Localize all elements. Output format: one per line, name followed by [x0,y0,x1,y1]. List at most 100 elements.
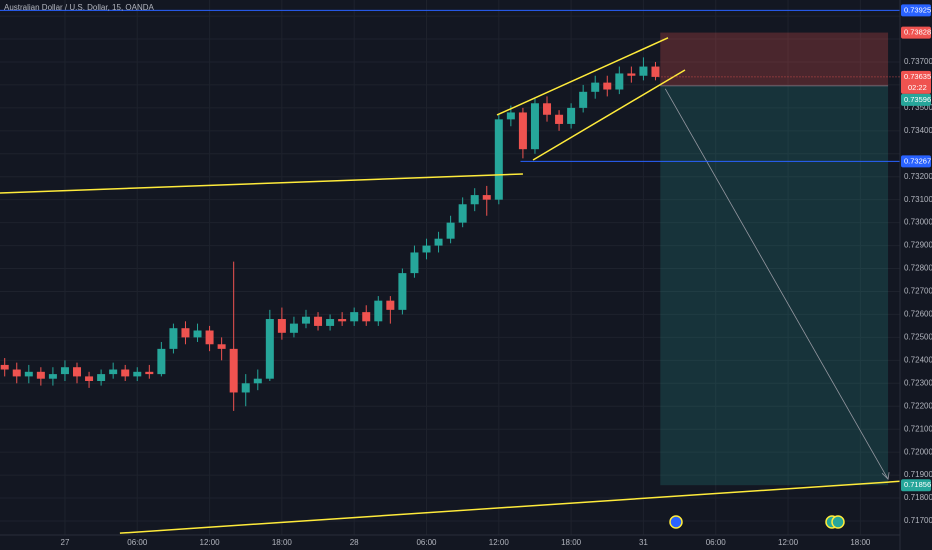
candle-body [109,369,118,375]
y-tick-label: 0.73700 [904,57,932,66]
x-tick-label: 12:00 [489,538,510,547]
candle-body [567,107,576,124]
candle-body [530,103,539,150]
candle-body [555,114,564,124]
candle-body [241,383,250,393]
candle-body [494,119,503,200]
candle-body [133,371,142,377]
candle-body [615,73,624,90]
target-badge: 0.71856 [904,480,931,489]
candle-body [386,300,395,310]
stop-badge-bg [901,26,931,39]
y-tick-label: 0.71700 [904,516,932,525]
line-price-badge-bg [901,155,931,168]
y-tick-label: 0.73200 [904,172,932,181]
candle-body [229,348,238,393]
candle-body [338,319,347,322]
entry-badge-bg [901,93,931,106]
candle-body [603,82,612,90]
candle-body [277,319,286,333]
x-tick-label: 12:00 [200,538,221,547]
chart-title: Australian Dollar / U.S. Dollar, 15, OAN… [4,3,154,12]
y-tick-label: 0.72100 [904,424,932,433]
plot-area [0,9,901,534]
candle-body [24,371,33,377]
trend-line [496,37,669,116]
x-tick-label: 06:00 [127,538,148,547]
candle-body [446,222,455,239]
candle-body [157,348,166,375]
x-tick-label: 27 [61,538,70,547]
candle-body [314,316,323,326]
grid [0,0,900,535]
candle-body [470,195,479,205]
candle-body [326,319,335,326]
entry-badge: 0.73596 [904,95,931,104]
candle-body [350,312,359,322]
candle-body [145,371,154,375]
trend-line [532,69,686,161]
trend-line [119,480,901,534]
last-price-badge: 0.73635 [904,72,931,81]
y-tick-label: 0.72000 [904,447,932,456]
candle-body [85,376,94,381]
y-tick-label: 0.72400 [904,355,932,364]
x-tick-label: 18:00 [561,538,582,547]
y-tick-label: 0.71900 [904,470,932,479]
y-tick-label: 0.72500 [904,332,932,341]
candle-body [121,369,130,377]
candle-body [518,112,527,150]
event-icon[interactable] [669,515,683,529]
candle-body [169,328,178,349]
candle-body [374,300,383,322]
candle-body [0,364,9,370]
y-tick-label: 0.73500 [904,103,932,112]
event-icon[interactable] [831,515,845,529]
projection-arrow-head [881,472,890,481]
y-tick-label: 0.73000 [904,218,932,227]
candle-body [543,103,552,115]
x-tick-label: 31 [639,538,648,547]
x-tick-label: 06:00 [706,538,727,547]
projection-arrow [664,88,889,480]
candle-body [12,369,21,377]
candle-body [217,344,226,349]
price-badges: 0.73925 0.73267 0.73828 0.71856 0.73635 02:22… [901,4,931,492]
candle-body [301,316,310,324]
line-price-badge-bg [901,4,931,17]
y-tick-label: 0.73100 [904,195,932,204]
axes: 0.71700 0.71800 0.71900 0.72000 0.72100 0.722… [61,57,932,547]
candle-body [73,367,82,377]
x-tick-label: 18:00 [272,538,293,547]
candle-body [458,204,467,223]
candle-body [627,73,636,76]
candle-body [362,312,371,322]
y-tick-label: 0.73400 [904,126,932,135]
stop-badge: 0.73828 [904,28,931,37]
last-price-bg [901,70,931,94]
candle-body [289,323,298,333]
x-tick-label: 06:00 [416,538,437,547]
x-tick-label: 28 [350,538,359,547]
x-tick-label: 12:00 [778,538,799,547]
x-tick-label: 18:00 [850,538,871,547]
candle-body [48,374,57,379]
candle-body [434,238,443,246]
candle-body [193,330,202,338]
y-tick-label: 0.72300 [904,378,932,387]
y-tick-label: 0.72800 [904,264,932,273]
candle-body [60,367,69,375]
stop-zone [660,32,889,86]
line-price-badge: 0.73267 [904,156,931,165]
candle-body [398,273,407,310]
candle-body [253,378,262,384]
candle-body [591,82,600,92]
candle-body [265,319,274,379]
candle-body [482,195,491,200]
candle-body [181,328,190,338]
trend-line [0,173,523,194]
candle-body [36,371,45,379]
countdown: 02:22 [908,83,927,92]
